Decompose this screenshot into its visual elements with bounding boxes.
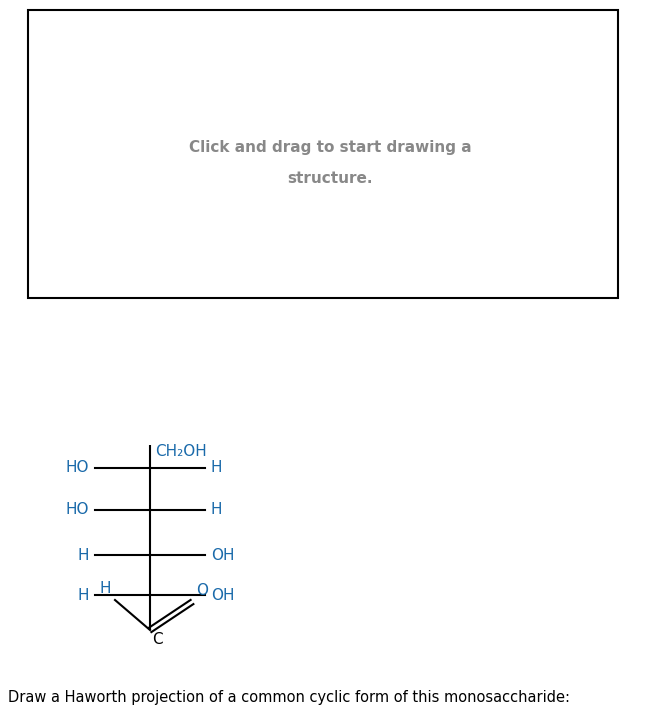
Text: CH₂OH: CH₂OH [155, 444, 207, 459]
Text: H: H [211, 503, 223, 518]
Text: Click and drag to start drawing a: Click and drag to start drawing a [189, 140, 471, 155]
Text: C: C [152, 632, 163, 647]
Bar [28, 10, 618, 298]
Text: HO: HO [65, 461, 89, 476]
Text: OH: OH [211, 548, 235, 563]
Text: O: O [196, 583, 208, 598]
Text: H: H [211, 461, 223, 476]
Text: structure.: structure. [287, 171, 373, 186]
Text: H: H [78, 588, 89, 602]
Text: H: H [78, 548, 89, 563]
Text: Draw a Haworth projection of a common cyclic form of this monosaccharide:: Draw a Haworth projection of a common cy… [8, 690, 570, 705]
Text: H: H [100, 581, 111, 596]
Text: HO: HO [65, 503, 89, 518]
Text: OH: OH [211, 588, 235, 602]
